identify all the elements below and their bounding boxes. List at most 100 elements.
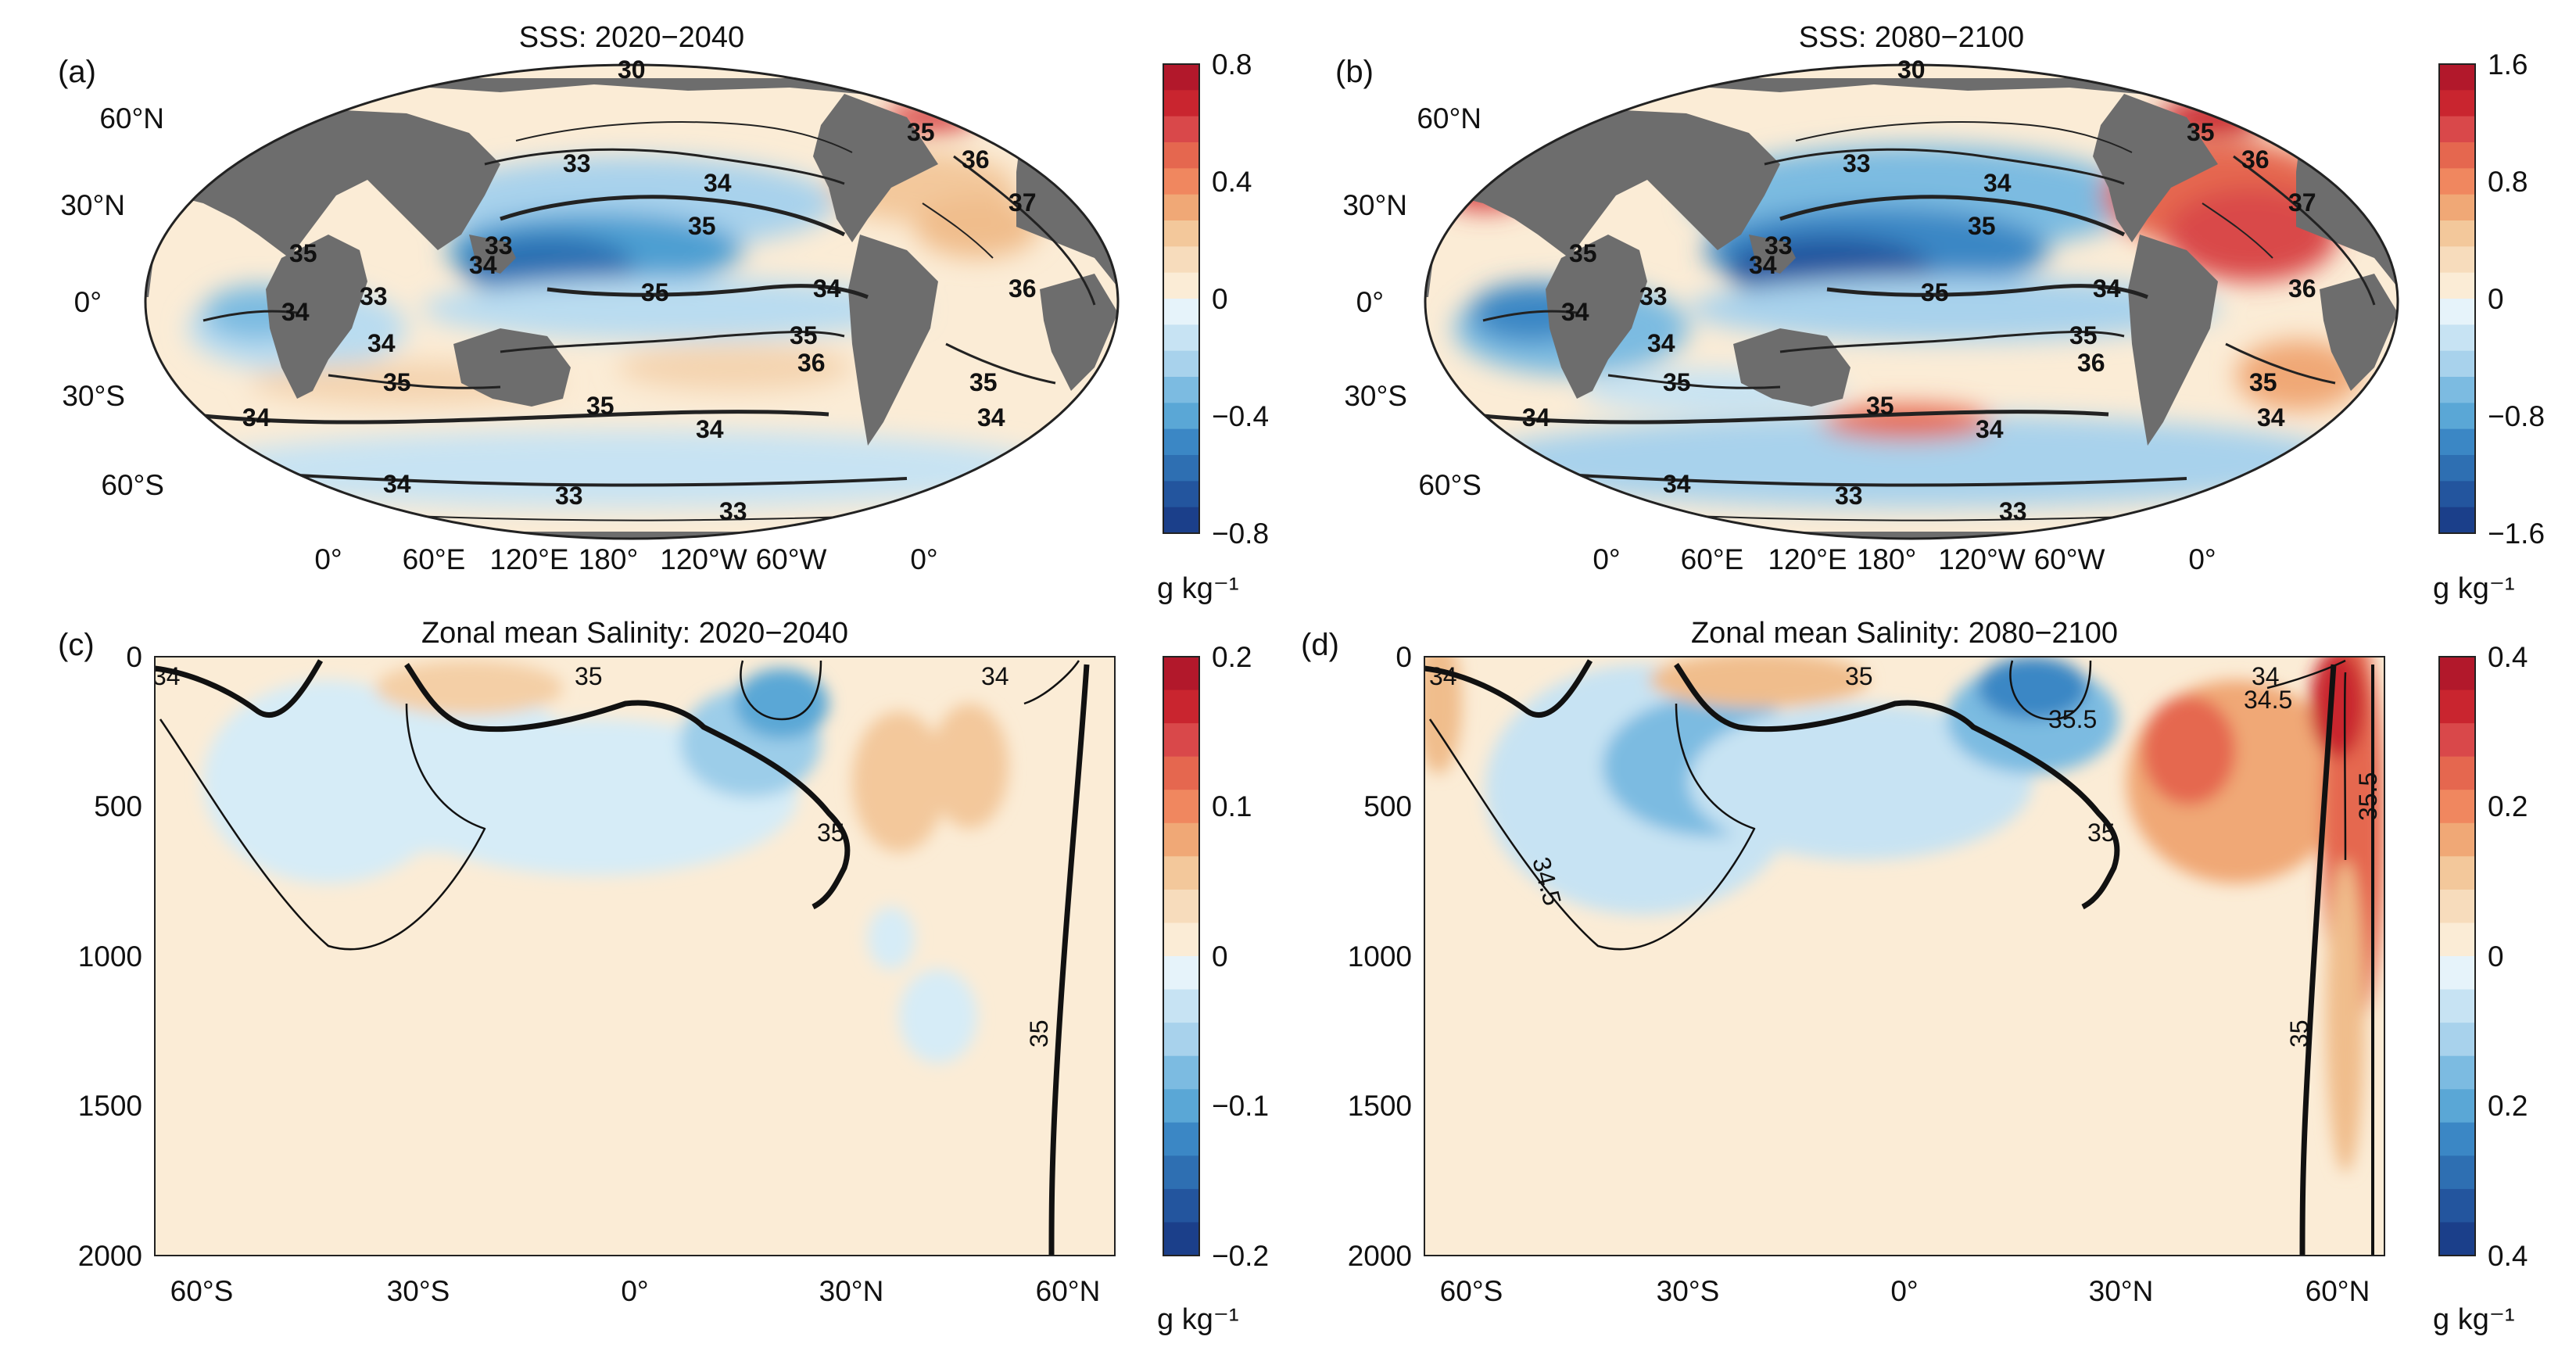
contour-label: 33 xyxy=(1999,497,2027,525)
contour-label: 33 xyxy=(1835,482,1863,510)
colorbar-segment xyxy=(1163,856,1199,890)
colorbar-segment xyxy=(2439,856,2475,890)
colorbar-segment xyxy=(2439,428,2475,456)
contour-label: 34 xyxy=(281,298,310,326)
contour-label: 36 xyxy=(1009,274,1037,303)
contour-label: 35 xyxy=(383,368,411,396)
contour-labels-a: 30 35 36 33 34 35 37 35 34 33 35 34 36 3… xyxy=(242,56,1037,525)
contour-label: 35 xyxy=(2249,368,2277,396)
panel-label-c: (c) xyxy=(58,628,95,662)
y-ticks-c: 0 500 1000 1500 2000 xyxy=(78,641,142,1272)
colorbar-segment xyxy=(1163,481,1199,508)
x-tick: 30°N xyxy=(2089,1275,2154,1307)
contour-label: 35 xyxy=(586,392,614,420)
colorbar-a: 0.8 0.4 0 −0.4 −0.8 g kg⁻¹ xyxy=(1157,48,1269,605)
contour-label: 34 xyxy=(1663,470,1691,498)
lon-tick: 120°E xyxy=(1768,543,1847,575)
contour-label: 34 xyxy=(1976,415,2004,443)
colorbar-segment xyxy=(2439,822,2475,857)
x-tick: 30°S xyxy=(387,1275,450,1307)
colorbar-tick: 1.6 xyxy=(2488,48,2528,81)
chart-title: Zonal mean Salinity: 2080−2100 xyxy=(1691,617,2118,650)
colorbar-segment xyxy=(1163,1222,1199,1256)
x-ticks-c: 60°S 30°S 0° 30°N 60°N xyxy=(170,1275,1101,1307)
lon-tick: 60°E xyxy=(1681,543,1744,575)
contour-label: 35 xyxy=(1845,662,1873,690)
contour-label: 34 xyxy=(1647,329,1675,357)
colorbar-segment xyxy=(2439,142,2475,169)
lat-ticks-b: 60°N 30°N 0° 30°S 60°S xyxy=(1342,102,1481,501)
colorbar-segment xyxy=(1163,324,1199,352)
colorbar-segment xyxy=(1163,889,1199,924)
colorbar-tick: −0.8 xyxy=(1212,518,1269,550)
colorbar-segment xyxy=(1163,455,1199,482)
colorbar-segment xyxy=(2439,756,2475,790)
colorbar-segment xyxy=(2439,956,2475,991)
contour-label: 33 xyxy=(1843,149,1871,177)
panel-label-a: (a) xyxy=(58,55,96,89)
contours-d xyxy=(1424,659,2374,1256)
colorbar-segment xyxy=(2439,194,2475,221)
colorbar-segment xyxy=(2439,481,2475,508)
contour-label: 36 xyxy=(2077,349,2105,377)
colorbar-segment xyxy=(2439,299,2475,325)
colorbar-tick: 0.4 xyxy=(1212,166,1252,198)
y-tick: 500 xyxy=(1363,790,1412,822)
colorbar-tick: 0 xyxy=(1212,283,1228,315)
colorbar-segment xyxy=(1163,657,1199,691)
x-ticks-d: 60°S 30°S 0° 30°N 60°N xyxy=(1440,1275,2370,1307)
colorbar-d: 0.4 0.2 0 0.2 0.4 g kg⁻¹ xyxy=(2433,641,2528,1336)
y-tick: 2000 xyxy=(1348,1240,1412,1272)
colorbar-unit: g kg⁻¹ xyxy=(1157,572,1239,605)
x-tick: 30°N xyxy=(819,1275,884,1307)
colorbar-segment xyxy=(1163,64,1199,91)
chart-title: SSS: 2080−2100 xyxy=(1799,21,2024,54)
lon-ticks-a: 0° 60°E 120°E 180° 120°W 60°W 0° xyxy=(314,543,937,575)
contour-label: 33 xyxy=(485,231,513,260)
colorbar-segment xyxy=(1163,90,1199,117)
colorbar-segment xyxy=(2439,790,2475,824)
contour-label: 34 xyxy=(367,329,396,357)
lon-tick: 0° xyxy=(314,543,342,575)
colorbar-segment xyxy=(2439,324,2475,352)
contour-label: 35 xyxy=(2069,321,2098,349)
contour-label: 34 xyxy=(469,251,497,279)
colorbar-tick: 0.2 xyxy=(2488,790,2528,822)
colorbar-segment xyxy=(1163,403,1199,430)
contour-label: 37 xyxy=(1009,188,1037,217)
map-frame-b xyxy=(1424,63,2399,540)
contour-label: 34 xyxy=(2252,662,2280,690)
chart-title: SSS: 2020−2040 xyxy=(519,21,744,54)
y-ticks-d: 0 500 1000 1500 2000 xyxy=(1348,641,1412,1272)
contour-label: 34 xyxy=(1429,662,1457,690)
contour-labels-c: 34 35 34 35 35 xyxy=(155,662,1053,1048)
y-tick: 0 xyxy=(1395,641,1412,673)
colorbar-segment xyxy=(2439,455,2475,482)
colorbar-segment xyxy=(2439,403,2475,430)
colorbar-segment xyxy=(2439,1222,2475,1256)
x-tick: 60°N xyxy=(1036,1275,1101,1307)
y-tick: 1000 xyxy=(1348,940,1412,973)
colorbar-segment xyxy=(2439,64,2475,91)
contour-label: 35 xyxy=(817,819,845,847)
contour-label: 35 xyxy=(289,239,317,267)
contour-label: 36 xyxy=(2241,145,2270,174)
colorbar-segment xyxy=(2439,1155,2475,1190)
colorbar-segment xyxy=(1163,822,1199,857)
colorbar-tick: 0 xyxy=(1212,940,1228,973)
colorbar-tick: −0.2 xyxy=(1212,1240,1269,1272)
colorbar-tick: 0.4 xyxy=(2488,641,2528,673)
colorbar-segment xyxy=(2439,1055,2475,1090)
contour-label: 34 xyxy=(1561,298,1589,326)
contour-label: 34.5 xyxy=(2244,686,2292,714)
contour-label: 35 xyxy=(1921,278,1949,306)
colorbar-segment xyxy=(1163,756,1199,790)
colorbar-segment xyxy=(2439,1089,2475,1123)
lon-tick: 0° xyxy=(910,543,937,575)
colorbar-tick: 0 xyxy=(2488,283,2504,315)
colorbar-segment xyxy=(1163,1055,1199,1090)
colorbar-segment xyxy=(2439,168,2475,195)
section-panel-d: 34 35 34 34.5 35.5 34.5 35 35 35.5 (d) Z… xyxy=(1301,617,2385,1307)
contour-label: 35 xyxy=(2285,1019,2313,1048)
map-panel-b: 30 35 36 33 34 35 37 35 34 33 35 34 36 3… xyxy=(1335,21,2399,575)
